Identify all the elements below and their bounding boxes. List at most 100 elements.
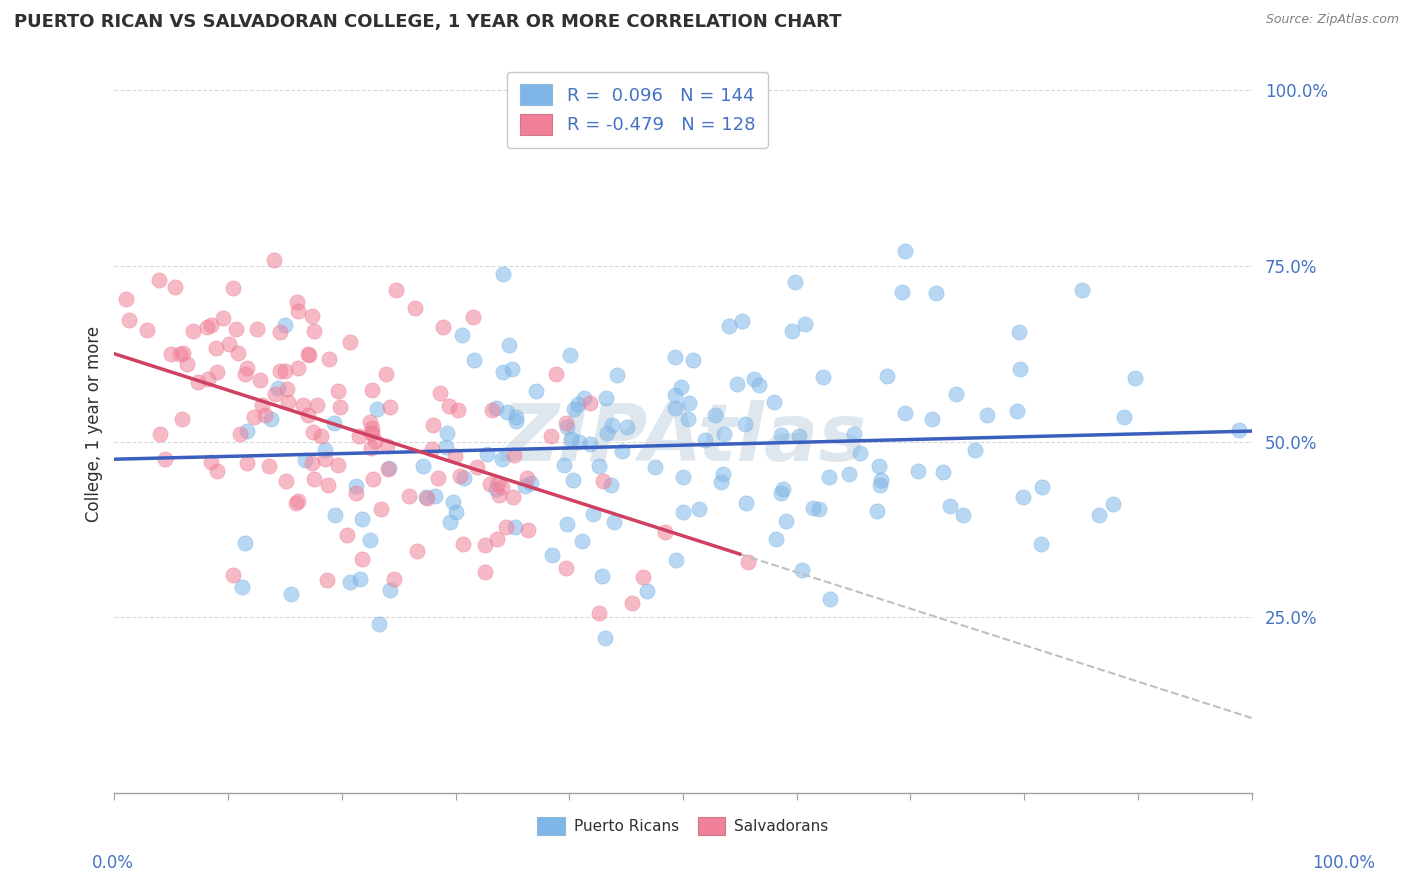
Point (593, 631, 616, 645)
Point (136, 323, 159, 337)
Point (664, 350, 686, 364)
Point (664, 401, 686, 416)
Point (257, 458, 280, 473)
Point (367, 616, 389, 631)
Point (866, 503, 889, 517)
Point (595, 391, 617, 405)
Point (277, 394, 299, 409)
Point (520, 476, 543, 491)
Point (378, 582, 401, 597)
Point (516, 471, 538, 485)
Point (172, 346, 194, 360)
Point (344, 479, 367, 493)
Point (1008, 362, 1031, 376)
Point (153, 451, 176, 466)
Point (274, 318, 297, 333)
Point (555, 561, 578, 575)
Point (492, 267, 515, 281)
Point (236, 424, 259, 438)
Point (1005, 404, 1028, 418)
Point (541, 548, 564, 562)
Point (631, 569, 654, 583)
Point (486, 475, 509, 490)
Point (564, 402, 586, 417)
Point (233, 367, 256, 381)
Point (664, 552, 686, 566)
Point (252, 398, 274, 412)
Point (434, 440, 457, 454)
Point (485, 482, 508, 496)
Point (894, 244, 917, 258)
Point (361, 425, 384, 440)
Point (952, 508, 974, 522)
Text: PUERTO RICAN VS SALVADORAN COLLEGE, 1 YEAR OR MORE CORRELATION CHART: PUERTO RICAN VS SALVADORAN COLLEGE, 1 YE… (14, 13, 842, 31)
Point (297, 408, 319, 422)
Point (731, 313, 754, 327)
Point (770, 428, 793, 442)
Point (218, 337, 240, 351)
Point (263, 252, 285, 267)
Point (463, 310, 485, 324)
Point (276, 475, 298, 489)
Point (574, 391, 596, 405)
Point (200, 318, 222, 333)
Point (172, 412, 194, 426)
Point (329, 400, 352, 414)
Point (305, 398, 328, 412)
Point (505, 414, 527, 428)
Point (274, 364, 297, 378)
Point (222, 281, 245, 295)
Point (672, 470, 695, 484)
Point (374, 368, 396, 382)
Point (925, 286, 948, 301)
Point (682, 353, 704, 368)
Point (148, 273, 170, 287)
Point (316, 478, 339, 492)
Point (907, 464, 929, 478)
Point (287, 294, 309, 309)
Point (492, 365, 515, 379)
Point (688, 502, 710, 516)
Point (818, 470, 841, 484)
Point (481, 403, 503, 417)
Point (502, 490, 524, 504)
Point (555, 420, 578, 434)
Point (444, 450, 467, 464)
Point (432, 320, 454, 334)
Point (479, 476, 502, 491)
Point (385, 283, 408, 297)
Point (891, 285, 914, 300)
Point (302, 425, 325, 439)
Point (540, 428, 562, 442)
Point (561, 473, 583, 487)
Point (568, 435, 591, 450)
Point (269, 364, 291, 378)
Point (207, 464, 229, 478)
Point (436, 425, 458, 440)
Point (163, 280, 186, 294)
Point (678, 396, 700, 410)
Point (621, 596, 644, 610)
Point (488, 488, 510, 502)
Point (737, 555, 759, 569)
Point (336, 528, 359, 542)
Point (838, 467, 860, 481)
Point (592, 475, 614, 489)
Y-axis label: College, 1 year or more: College, 1 year or more (86, 326, 103, 522)
Point (474, 538, 496, 552)
Point (676, 412, 699, 426)
Point (350, 512, 373, 526)
Point (938, 500, 960, 514)
Point (765, 532, 787, 546)
Point (603, 516, 626, 530)
Point (276, 382, 298, 396)
Point (664, 388, 686, 402)
Point (818, 592, 841, 607)
Point (359, 415, 381, 429)
Point (465, 459, 488, 474)
Point (945, 386, 967, 401)
Point (544, 367, 567, 381)
Point (600, 418, 623, 433)
Point (588, 458, 610, 473)
Point (242, 410, 264, 425)
